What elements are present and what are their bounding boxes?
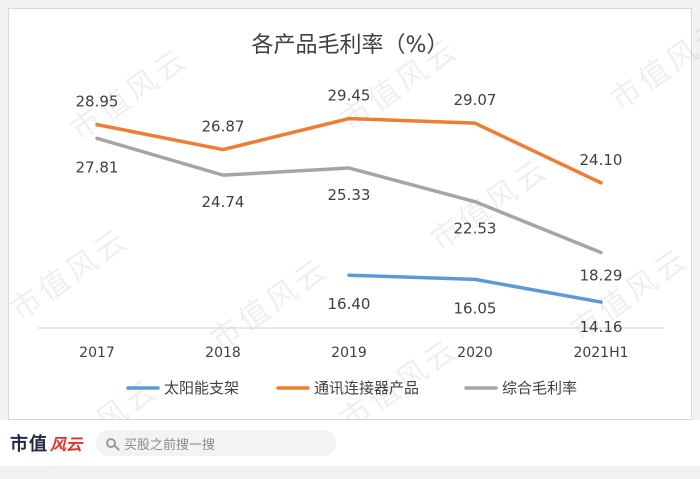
data-label: 24.74: [202, 193, 245, 211]
x-tick-label: 2018: [205, 345, 241, 361]
chart-card: [8, 8, 692, 420]
legend-label: 太阳能支架: [164, 379, 239, 397]
chart-title: 各产品毛利率（%）: [252, 33, 449, 58]
data-label: 14.16: [580, 318, 623, 336]
data-label: 29.45: [328, 87, 371, 105]
logo-text: 市值: [10, 434, 48, 455]
x-tick-label: 2017: [79, 345, 115, 361]
legend-label: 通讯连接器产品: [314, 379, 419, 397]
search-box[interactable]: 买股之前搜一搜: [96, 430, 336, 456]
logo-mark: 风云: [50, 435, 83, 454]
data-label: 25.33: [328, 186, 371, 204]
x-tick-label: 2020: [457, 345, 493, 361]
data-label: 26.87: [202, 118, 245, 136]
data-label: 24.10: [580, 151, 623, 169]
series-line: [95, 136, 603, 255]
series-line: [347, 273, 603, 304]
data-label: 16.40: [328, 295, 371, 313]
footer-bar: 市值 风云 买股之前搜一搜: [0, 420, 700, 466]
x-tick-label: 2021H1: [573, 345, 628, 361]
brand-logo[interactable]: 市值 风云: [10, 430, 82, 456]
data-label: 28.95: [76, 93, 119, 111]
data-label: 29.07: [454, 91, 497, 109]
x-tick-label: 2019: [331, 345, 367, 361]
series-line: [95, 116, 603, 185]
data-label: 27.81: [76, 158, 119, 176]
legend-label: 综合毛利率: [502, 379, 577, 397]
search-placeholder: 买股之前搜一搜: [124, 437, 216, 453]
data-label: 22.53: [454, 220, 497, 238]
search-icon: [106, 438, 116, 448]
line-chart: 各产品毛利率（%） 2017 2018 2019 2020 2021H1 16.40 16.0…: [38, 33, 664, 397]
data-label: 16.05: [454, 299, 497, 317]
data-label: 18.29: [580, 267, 623, 285]
